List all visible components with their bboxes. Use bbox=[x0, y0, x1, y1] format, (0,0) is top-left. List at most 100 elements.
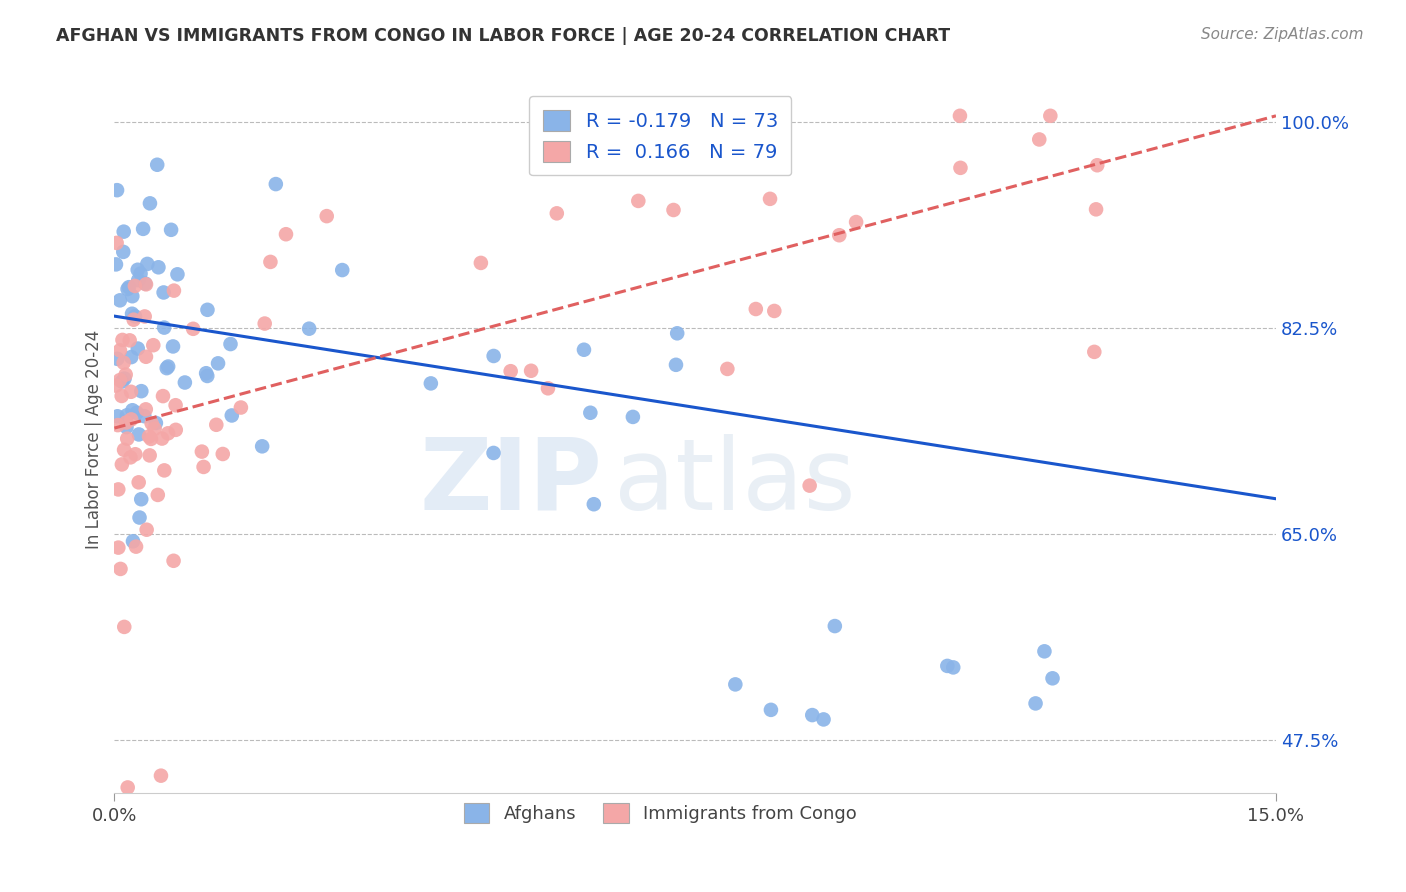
Point bbox=[191, 444, 214, 458]
Point bbox=[104, 257, 127, 271]
Point bbox=[298, 321, 321, 335]
Point bbox=[122, 312, 145, 326]
Point bbox=[157, 359, 180, 374]
Point bbox=[120, 412, 142, 426]
Point bbox=[470, 256, 492, 270]
Point bbox=[112, 244, 135, 259]
Point bbox=[330, 263, 353, 277]
Point bbox=[107, 409, 129, 424]
Point bbox=[138, 449, 160, 463]
Point bbox=[195, 368, 218, 383]
Point bbox=[125, 406, 148, 420]
Point bbox=[127, 342, 149, 356]
Point bbox=[111, 375, 134, 389]
Point bbox=[136, 257, 159, 271]
Point bbox=[315, 209, 337, 223]
Point bbox=[105, 183, 128, 197]
Y-axis label: In Labor Force | Age 20-24: In Labor Force | Age 20-24 bbox=[86, 330, 103, 549]
Point bbox=[165, 423, 187, 437]
Point bbox=[117, 780, 139, 795]
Point bbox=[139, 432, 162, 446]
Point bbox=[124, 279, 146, 293]
Point bbox=[131, 384, 153, 399]
Point bbox=[274, 227, 297, 242]
Point bbox=[107, 483, 129, 497]
Point bbox=[108, 343, 131, 358]
Point bbox=[127, 273, 149, 287]
Point bbox=[138, 429, 160, 443]
Point bbox=[205, 417, 228, 432]
Point bbox=[121, 403, 143, 417]
Point bbox=[181, 322, 204, 336]
Point bbox=[193, 459, 215, 474]
Point bbox=[163, 284, 186, 298]
Point bbox=[1085, 202, 1108, 217]
Point bbox=[141, 417, 163, 431]
Point bbox=[207, 356, 229, 370]
Point bbox=[120, 350, 142, 364]
Point bbox=[115, 416, 138, 430]
Point bbox=[824, 619, 846, 633]
Point bbox=[1028, 132, 1050, 146]
Point bbox=[117, 282, 139, 296]
Legend: Afghans, Immigrants from Congo: Afghans, Immigrants from Congo bbox=[453, 792, 868, 834]
Point bbox=[845, 215, 868, 229]
Point bbox=[127, 262, 149, 277]
Point bbox=[949, 109, 972, 123]
Point bbox=[229, 401, 252, 415]
Point bbox=[813, 713, 835, 727]
Point bbox=[716, 362, 738, 376]
Point bbox=[221, 409, 243, 423]
Point bbox=[665, 358, 688, 372]
Point bbox=[110, 562, 132, 576]
Point bbox=[936, 659, 959, 673]
Point bbox=[134, 409, 156, 424]
Point bbox=[132, 222, 155, 236]
Point bbox=[162, 339, 184, 353]
Point bbox=[195, 366, 218, 380]
Point bbox=[112, 225, 135, 239]
Text: Source: ZipAtlas.com: Source: ZipAtlas.com bbox=[1201, 27, 1364, 42]
Point bbox=[1039, 109, 1062, 123]
Point bbox=[499, 364, 522, 378]
Point bbox=[135, 350, 157, 364]
Point bbox=[129, 492, 152, 507]
Point bbox=[118, 280, 141, 294]
Point bbox=[160, 223, 183, 237]
Point bbox=[482, 349, 505, 363]
Point bbox=[156, 361, 179, 376]
Point bbox=[166, 268, 188, 282]
Point bbox=[148, 260, 170, 275]
Point bbox=[259, 255, 281, 269]
Point bbox=[162, 554, 184, 568]
Point bbox=[118, 334, 141, 348]
Point bbox=[134, 277, 156, 291]
Point bbox=[135, 523, 157, 537]
Point bbox=[128, 475, 150, 490]
Point bbox=[121, 307, 143, 321]
Point bbox=[1085, 158, 1108, 172]
Point bbox=[124, 447, 146, 461]
Point bbox=[124, 310, 146, 324]
Point bbox=[152, 285, 174, 300]
Point bbox=[111, 389, 134, 403]
Point bbox=[153, 320, 176, 334]
Point bbox=[146, 488, 169, 502]
Point bbox=[949, 161, 972, 175]
Point bbox=[219, 337, 242, 351]
Point bbox=[139, 196, 162, 211]
Point bbox=[152, 389, 174, 403]
Point bbox=[419, 376, 441, 391]
Point bbox=[253, 317, 276, 331]
Point bbox=[157, 426, 180, 441]
Point bbox=[582, 497, 605, 511]
Point bbox=[801, 708, 824, 723]
Text: ZIP: ZIP bbox=[419, 434, 602, 531]
Point bbox=[621, 409, 644, 424]
Point bbox=[546, 206, 568, 220]
Point bbox=[120, 450, 142, 465]
Point bbox=[579, 406, 602, 420]
Point bbox=[150, 432, 173, 446]
Point bbox=[197, 302, 219, 317]
Point bbox=[115, 420, 138, 434]
